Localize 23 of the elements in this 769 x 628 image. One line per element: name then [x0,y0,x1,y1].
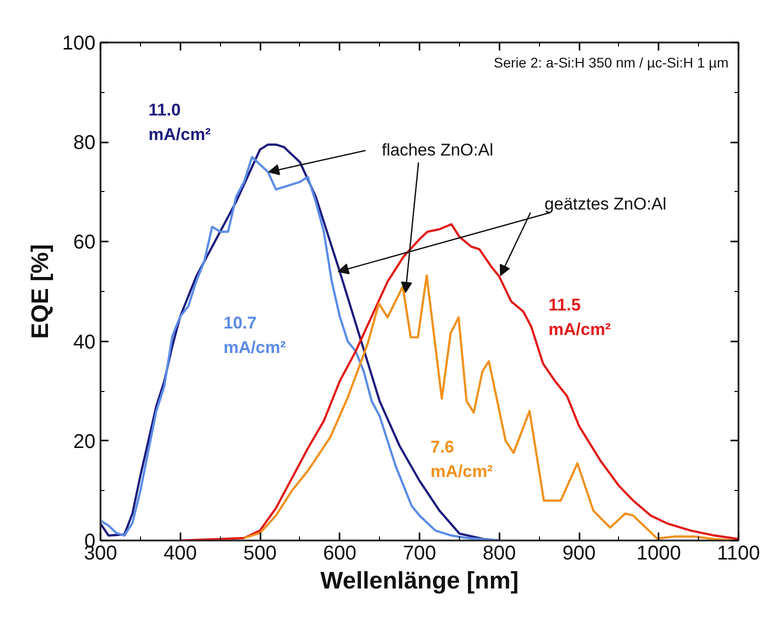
x-tick-label: 600 [323,542,356,564]
annotation: Serie 2: a-Si:H 350 nm / µc-Si:H 1 µm [494,54,729,70]
x-tick-label: 1000 [636,542,682,564]
annotation: 10.7 mA/cm² [224,314,286,358]
annotation: flaches ZnO:Al [382,140,494,160]
x-tick-label: 800 [482,542,516,564]
annotation: geätztes ZnO:Al [544,194,666,214]
x-tick-label: 700 [402,542,436,564]
x-tick-label: 900 [562,542,596,564]
annotation: 7.6 mA/cm² [430,438,494,482]
x-axis-title: Wellenlänge [nm] [320,568,519,594]
y-tick-label: 20 [73,430,96,453]
x-tick-label: 500 [243,542,277,564]
y-tick-label: 60 [73,232,96,254]
y-tick-label: 40 [73,331,96,354]
annotation: 11.0 mA/cm² [148,100,212,144]
y-tick-label: 80 [73,132,96,154]
x-tick-label: 400 [164,542,197,564]
annotation: 11.5 mA/cm² [548,296,612,340]
y-tick-label: 100 [62,32,96,54]
line-series [179,223,738,540]
y-axis-title: EQE [%] [27,244,54,339]
x-tick-label: 1100 [716,542,760,564]
